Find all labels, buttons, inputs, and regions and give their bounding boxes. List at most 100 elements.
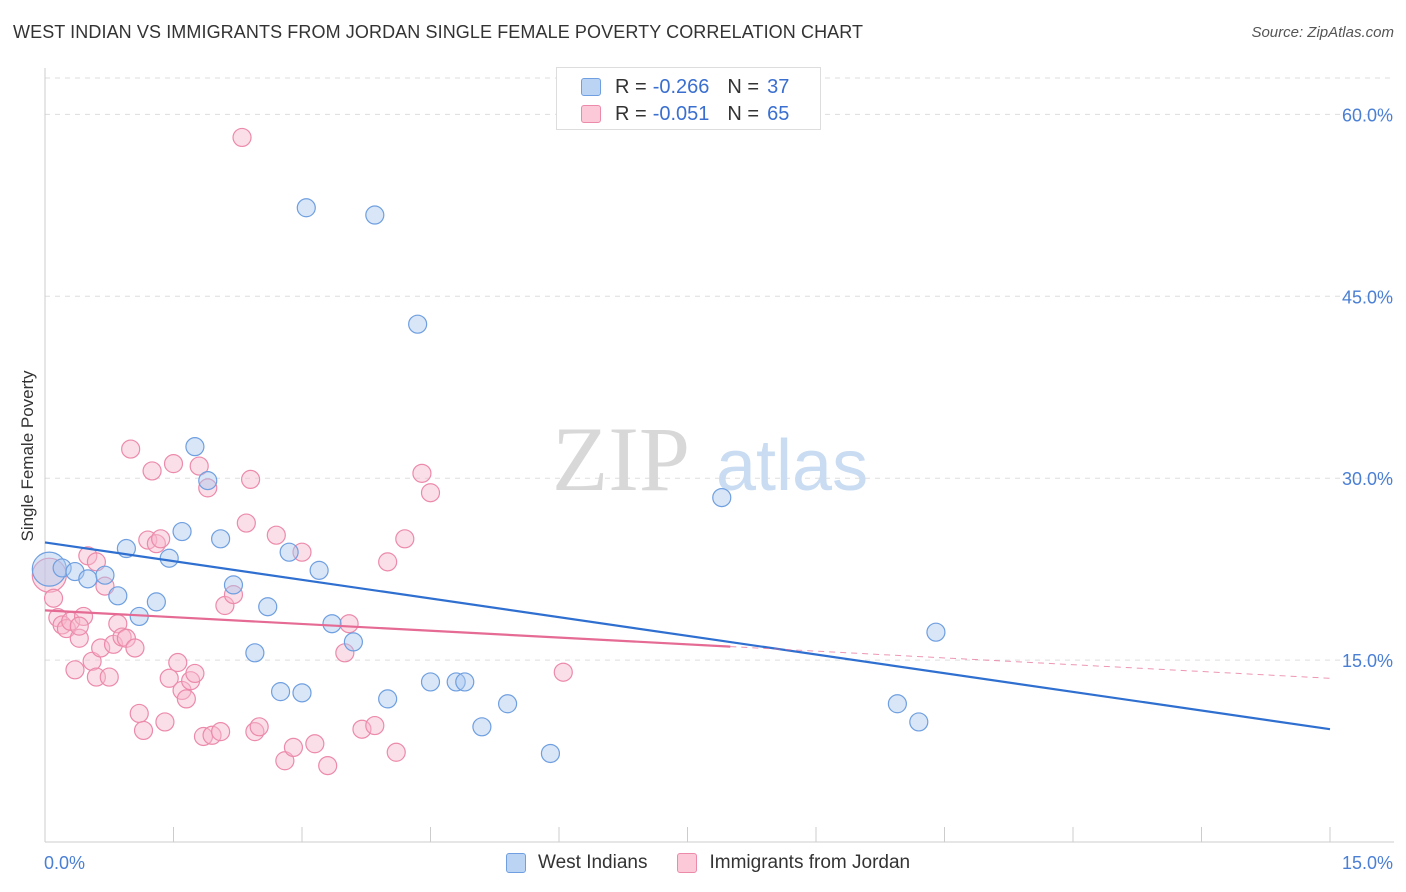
data-point-west-indians [926, 622, 946, 642]
data-point-jordan [249, 717, 269, 737]
y-tick-label: 45.0% [1342, 287, 1393, 307]
data-point-jordan [133, 720, 154, 741]
data-point-jordan [241, 469, 261, 490]
data-point-jordan [65, 660, 85, 680]
data-point-west-indians [185, 437, 205, 457]
data-point-west-indians [343, 632, 363, 652]
jordan-swatch [581, 105, 601, 123]
data-point-jordan [232, 127, 252, 148]
data-point-jordan [163, 454, 184, 474]
legend-item-west-indians[interactable]: West Indians [506, 852, 647, 874]
data-point-jordan [211, 722, 231, 742]
data-point-jordan [159, 668, 179, 688]
watermark-atlas: atlas [716, 426, 868, 506]
data-point-west-indians [309, 560, 329, 580]
data-point-jordan [339, 614, 359, 634]
data-point-west-indians [279, 542, 299, 562]
data-point-jordan [553, 662, 573, 682]
data-point-jordan [91, 638, 111, 658]
data-point-jordan [352, 719, 372, 739]
data-point-west-indians [322, 614, 342, 634]
n-label: N = [727, 102, 760, 125]
data-point-jordan [266, 525, 286, 545]
data-point-jordan [318, 755, 338, 776]
legend-label-west-indians: West Indians [538, 852, 648, 873]
data-point-west-indians [540, 743, 561, 764]
west-indians-swatch [581, 78, 601, 96]
r-value: -0.266 [652, 75, 710, 98]
data-point-jordan [129, 703, 149, 724]
data-point-jordan [125, 638, 145, 658]
y-tick-label: 30.0% [1342, 469, 1393, 489]
legend-item-jordan[interactable]: Immigrants from Jordan [677, 852, 910, 874]
r-label: R = [615, 75, 647, 98]
data-point-west-indians [172, 521, 192, 542]
data-point-jordan [386, 742, 406, 762]
data-point-west-indians [887, 694, 907, 714]
data-point-west-indians [712, 487, 732, 508]
data-point-west-indians [909, 712, 929, 732]
data-point-west-indians [498, 694, 518, 714]
y-tick-label: 60.0% [1342, 105, 1393, 125]
data-point-west-indians [472, 717, 492, 737]
data-point-jordan [189, 456, 209, 476]
data-point-west-indians [211, 529, 231, 549]
data-point-jordan [121, 439, 141, 459]
data-point-west-indians [455, 672, 475, 692]
data-point-west-indians [292, 683, 312, 703]
data-point-west-indians [420, 672, 441, 692]
chart-source: Source: ZipAtlas.com [1251, 24, 1394, 41]
data-point-jordan [223, 585, 244, 605]
data-point-west-indians [365, 205, 385, 225]
data-point-jordan [43, 588, 64, 608]
trend-line-jordan-extension [730, 646, 1331, 679]
data-point-west-indians [296, 198, 316, 218]
data-point-west-indians [245, 643, 265, 663]
x-tick-label: 0.0% [44, 853, 85, 873]
data-point-west-indians [270, 682, 291, 702]
watermark-zip: ZIP [552, 408, 690, 510]
tick-labels: 15.0% 30.0% 45.0% 60.0% 0.0% 15.0% [44, 105, 1393, 873]
data-point-jordan [176, 689, 196, 709]
data-point-jordan [420, 483, 441, 503]
data-point-jordan [305, 734, 325, 754]
stats-legend-row-jordan: R = -0.051 N = 65 [581, 102, 789, 126]
watermark: ZIP atlas [552, 408, 868, 510]
data-point-jordan [283, 737, 304, 758]
data-point-jordan [198, 478, 218, 498]
data-point-jordan [378, 552, 398, 572]
trend-line-jordan [44, 609, 731, 648]
data-point-jordan [95, 576, 115, 596]
data-point-jordan [412, 463, 432, 483]
data-point-west-indians [258, 597, 278, 617]
r-label: R = [615, 102, 647, 125]
series-west-indians [31, 198, 946, 764]
y-tick-label: 15.0% [1342, 651, 1393, 671]
data-point-jordan [151, 529, 171, 549]
data-point-jordan [155, 712, 175, 732]
data-point-jordan [185, 663, 205, 684]
x-tick-label: 15.0% [1342, 853, 1393, 873]
trend-line-west-indians [44, 541, 1331, 731]
trend-lines [44, 541, 1331, 731]
jordan-legend-swatch [677, 853, 698, 873]
data-point-jordan [69, 616, 89, 636]
chart-title: WEST INDIAN VS IMMIGRANTS FROM JORDAN SI… [13, 22, 864, 42]
n-value: 65 [767, 102, 790, 125]
data-point-west-indians [146, 592, 166, 612]
n-value: 37 [767, 75, 790, 98]
data-point-jordan [236, 513, 256, 533]
data-point-jordan [275, 751, 295, 771]
data-point-west-indians [95, 565, 115, 585]
data-point-jordan [168, 652, 188, 673]
west-indians-legend-swatch [506, 853, 526, 873]
axes [44, 68, 1394, 843]
data-point-west-indians [198, 471, 218, 491]
stats-legend: R = -0.266 N = 37 R = -0.051 N = 65 [556, 67, 821, 130]
data-point-west-indians [108, 586, 128, 606]
r-value: -0.051 [652, 102, 710, 125]
n-label: N = [727, 75, 760, 98]
data-point-west-indians [159, 548, 179, 568]
